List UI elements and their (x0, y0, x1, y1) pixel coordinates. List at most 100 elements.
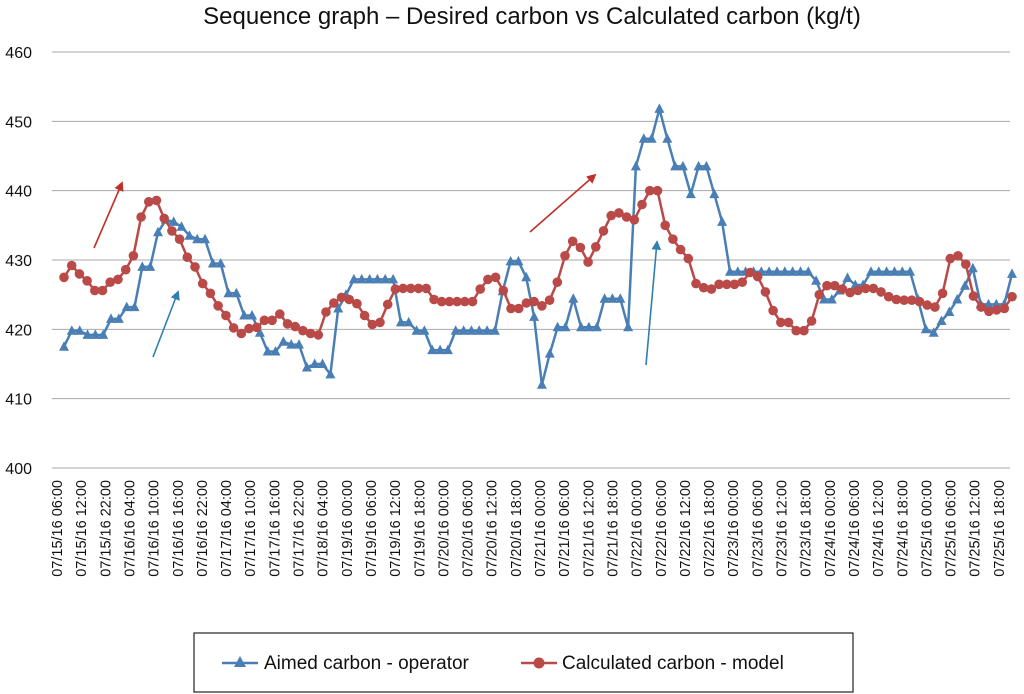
data-point (521, 298, 532, 308)
data-point (375, 317, 385, 328)
data-point (450, 325, 461, 335)
data-point (168, 216, 179, 226)
data-point (90, 329, 101, 339)
data-point (646, 133, 657, 143)
data-point (129, 301, 140, 312)
data-point (811, 275, 822, 285)
data-point (290, 321, 301, 332)
y-tick-label: 420 (5, 322, 32, 339)
data-point (513, 255, 524, 266)
data-point (706, 284, 717, 294)
data-point (176, 221, 187, 231)
data-point (591, 242, 601, 252)
x-tick-label: 07/20/16 00:00 (436, 480, 452, 577)
legend: Aimed carbon - operator Calculated carbo… (193, 632, 854, 693)
data-point (914, 296, 925, 307)
data-point (82, 276, 92, 286)
data-point (845, 287, 855, 298)
data-point (698, 282, 709, 293)
data-point (826, 294, 837, 304)
data-point (660, 220, 670, 231)
x-tick-label: 07/24/16 12:00 (871, 480, 887, 577)
data-point (693, 160, 704, 171)
data-point (599, 293, 610, 303)
data-point (937, 288, 948, 299)
data-point (406, 283, 416, 294)
data-point (883, 291, 894, 302)
data-point (776, 317, 786, 328)
data-point (560, 251, 570, 261)
data-point (98, 329, 109, 339)
data-point (583, 321, 594, 332)
data-point (336, 292, 347, 303)
data-point (251, 322, 262, 333)
x-tick-label: 07/23/16 06:00 (750, 480, 766, 577)
series-area (59, 103, 1017, 389)
data-point (822, 280, 832, 291)
data-point (930, 302, 940, 312)
data-point (991, 305, 1002, 315)
data-point (842, 272, 853, 282)
data-point (999, 303, 1010, 314)
data-point (498, 285, 509, 296)
data-point (779, 266, 790, 276)
data-point (278, 336, 289, 346)
data-point (333, 303, 344, 313)
data-point (536, 379, 547, 389)
data-point (576, 321, 587, 332)
y-tick-label: 400 (5, 461, 32, 478)
data-point (301, 362, 312, 372)
data-point (709, 188, 720, 199)
data-point (207, 258, 218, 268)
data-point (435, 344, 446, 355)
data-point (787, 266, 798, 276)
data-point (745, 267, 755, 278)
data-point (691, 278, 701, 289)
data-point (136, 212, 146, 222)
data-point (701, 160, 712, 171)
x-tick-label: 07/19/16 18:00 (412, 480, 428, 577)
data-point (853, 285, 863, 296)
data-point (866, 266, 876, 276)
x-tick-label: 07/21/16 06:00 (557, 480, 573, 577)
data-point (791, 325, 801, 336)
data-point (873, 266, 884, 276)
data-point (591, 321, 602, 332)
data-point (961, 259, 971, 270)
x-tick-label: 07/25/16 18:00 (992, 480, 1008, 577)
data-point (275, 309, 285, 319)
data-point (513, 303, 524, 314)
data-point (675, 244, 686, 255)
data-point (205, 288, 216, 299)
data-point (652, 185, 663, 196)
data-point (967, 262, 978, 273)
data-point (837, 284, 848, 294)
data-point (444, 296, 455, 307)
series-0 (59, 103, 1017, 389)
data-point (490, 272, 501, 283)
data-point (891, 294, 902, 305)
x-tick-label: 07/19/16 00:00 (340, 480, 356, 577)
data-point (59, 272, 69, 283)
legend-label-calculated: Calculated carbon - model (562, 653, 784, 674)
data-point (145, 261, 156, 271)
data-point (819, 294, 829, 304)
data-point (621, 212, 632, 222)
data-point (521, 271, 532, 282)
data-point (421, 283, 432, 294)
data-point (113, 313, 124, 323)
data-point (953, 251, 963, 261)
x-tick-label: 07/20/16 12:00 (485, 480, 501, 577)
data-point (153, 226, 163, 237)
data-point (429, 294, 439, 305)
legend-marker-calculated (533, 657, 545, 669)
x-tick-label: 07/19/16 12:00 (388, 480, 404, 577)
y-tick-label: 450 (5, 114, 32, 131)
data-point (236, 328, 247, 339)
data-point (475, 284, 486, 294)
y-tick-label: 460 (5, 45, 32, 62)
x-tick-label: 07/21/16 12:00 (581, 480, 597, 577)
data-point (403, 316, 414, 327)
y-tick-label: 430 (5, 253, 32, 270)
